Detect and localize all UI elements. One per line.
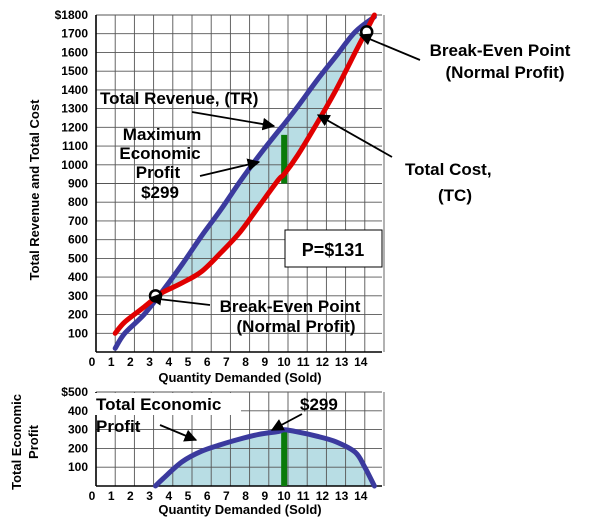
y-tick-label: 800 [68, 195, 88, 209]
x-tick-label: 10 [277, 355, 291, 369]
y-tick-label: 700 [68, 214, 88, 228]
y-tick-label: 1100 [62, 139, 88, 153]
break-even-bottom-line1: Break-Even Point [220, 297, 361, 316]
y-tick-label: $1800 [55, 8, 89, 22]
x-tick-label: 6 [204, 355, 211, 369]
total-econ-profit-line1: Total Economic [96, 395, 221, 414]
x-tick-label: 9 [261, 489, 268, 503]
x-tick-label: 14 [354, 355, 368, 369]
x-tick-label: 11 [297, 489, 310, 503]
y-tick-label: $500 [61, 385, 88, 399]
bottom-y-axis-title-line1: Total Economic [9, 394, 24, 490]
x-tick-label: 7 [223, 355, 230, 369]
break-even-top-line1: Break-Even Point [430, 41, 571, 60]
x-tick-label: 3 [146, 489, 153, 503]
max-profit-line4: $299 [141, 183, 179, 202]
y-tick-label: 1400 [61, 83, 88, 97]
bottom-y-axis-title-line2: Profit [26, 424, 41, 459]
break-even-bottom-line2: (Normal Profit) [237, 317, 356, 336]
x-tick-label: 10 [277, 489, 291, 503]
x-tick-label: 12 [316, 355, 330, 369]
x-tick-label: 14 [354, 489, 368, 503]
break-even-top-arrow [358, 33, 421, 61]
total-econ-profit-arrow [159, 424, 198, 442]
y-tick-label: 400 [68, 270, 88, 284]
x-tick-label: 13 [335, 355, 349, 369]
y-tick-label: 300 [68, 423, 88, 437]
y-tick-label: 1700 [61, 27, 88, 41]
total-economic-profit-curve [153, 427, 377, 489]
x-tick-label: 12 [316, 489, 330, 503]
y-tick-label: 1300 [61, 102, 88, 116]
y-tick-label: 300 [68, 289, 88, 303]
x-tick-label: 7 [223, 489, 230, 503]
tc-label-line2: (TC) [438, 186, 472, 205]
x-tick-label: 6 [204, 489, 211, 503]
tr-arrow [191, 111, 276, 131]
y-tick-label: 1500 [61, 64, 88, 78]
price-box [284, 229, 383, 268]
x-tick-label: 8 [242, 355, 249, 369]
x-tick-label: 1 [108, 489, 115, 503]
total-econ-profit-bg [93, 393, 241, 415]
x-tick-label: 11 [297, 355, 310, 369]
tc-arrow [316, 114, 393, 158]
x-tick-label: 5 [185, 355, 192, 369]
y-tick-label: 200 [68, 441, 88, 455]
x-tick-label: 1 [108, 355, 115, 369]
x-tick-label: 5 [185, 489, 192, 503]
total-econ-profit-line2: Profit [96, 417, 141, 436]
x-tick-label: 0 [89, 355, 96, 369]
x-tick-label: 2 [127, 355, 134, 369]
y-tick-label: 400 [68, 404, 88, 418]
break-even-top-line2: (Normal Profit) [446, 63, 565, 82]
y-tick-label: 100 [68, 326, 88, 340]
y-tick-label: 500 [68, 251, 88, 265]
max-profit-line2: Economic [119, 144, 200, 163]
x-tick-label: 3 [146, 355, 153, 369]
y-tick-label: 200 [68, 308, 88, 322]
x-tick-label: 8 [242, 489, 249, 503]
x-tick-label: 4 [165, 489, 172, 503]
price-label: P=$131 [302, 240, 365, 260]
tr-label: Total Revenue, (TR) [100, 89, 258, 108]
x-tick-label: 2 [127, 489, 134, 503]
y-tick-label: 1200 [61, 120, 88, 134]
y-tick-label: 600 [68, 233, 88, 247]
top-x-axis-title: Quantity Demanded (Sold) [158, 370, 321, 385]
bottom-profit-arrow [270, 413, 303, 431]
x-tick-label: 4 [165, 355, 172, 369]
max-profit-arrow [199, 158, 261, 177]
bottom-x-axis-title: Quantity Demanded (Sold) [158, 502, 321, 517]
break-even-bottom-arrow [148, 293, 211, 306]
y-tick-label: 1000 [61, 158, 88, 172]
max-profit-line3: Profit [136, 163, 181, 182]
tc-label-line1: Total Cost, [405, 160, 492, 179]
bottom-profit-value: $299 [300, 395, 338, 414]
top-y-axis-title: Total Revenue and Total Cost [27, 99, 42, 280]
max-profit-line1: Maximum [123, 125, 201, 144]
x-tick-label: 13 [335, 489, 349, 503]
x-tick-label: 0 [89, 489, 96, 503]
y-tick-label: 900 [68, 177, 88, 191]
y-tick-label: 1600 [61, 45, 88, 59]
profit-area-fill [155, 429, 375, 486]
y-tick-label: 100 [68, 460, 88, 474]
x-tick-label: 9 [261, 355, 268, 369]
